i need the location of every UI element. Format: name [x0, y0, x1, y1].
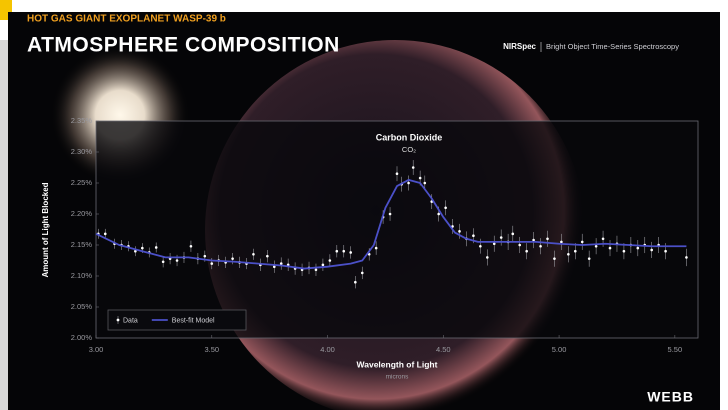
- data-point: [210, 262, 214, 265]
- data-point: [472, 234, 475, 237]
- data-point: [203, 254, 207, 258]
- y-tick-label: 2.25%: [71, 178, 93, 187]
- data-point: [407, 181, 410, 185]
- x-tick-label: 5.50: [668, 345, 683, 354]
- data-point: [636, 246, 640, 250]
- x-axis-title: Wavelength of Light: [357, 359, 438, 369]
- data-point: [388, 212, 392, 216]
- y-tick-label: 2.35%: [71, 116, 93, 125]
- data-point: [560, 240, 563, 244]
- x-tick-label: 3.50: [204, 345, 219, 354]
- data-point: [231, 257, 234, 260]
- data-point: [553, 257, 556, 260]
- data-point: [567, 253, 570, 256]
- y-tick-label: 2.30%: [71, 147, 93, 156]
- data-point: [252, 253, 255, 256]
- y-tick-label: 2.10%: [71, 271, 93, 280]
- data-point: [349, 251, 352, 254]
- data-point: [479, 244, 482, 248]
- data-point: [601, 237, 605, 241]
- data-point: [279, 262, 283, 265]
- legend-label: Data: [123, 317, 138, 324]
- data-point: [486, 256, 489, 259]
- data-point: [342, 249, 346, 253]
- y-axis-title: Amount of Light Blocked: [41, 182, 50, 277]
- data-point: [314, 268, 318, 272]
- data-point: [423, 181, 427, 185]
- plot-area: [95, 120, 699, 339]
- data-point: [360, 271, 364, 275]
- data-point: [622, 249, 626, 253]
- model-line: [95, 179, 687, 270]
- data-point: [328, 259, 332, 262]
- data-point: [134, 249, 137, 253]
- data-point: [525, 249, 528, 253]
- annotation: Carbon Dioxide: [376, 132, 443, 142]
- data-point: [532, 238, 535, 242]
- data-point: [444, 206, 447, 210]
- mode: Bright Object Time-Series Spectroscopy: [546, 42, 679, 51]
- data-point: [539, 244, 542, 248]
- data-point: [103, 232, 107, 236]
- kicker: HOT GAS GIANT EXOPLANET WASP-39 b: [27, 14, 226, 25]
- y-tick-label: 2.15%: [71, 240, 93, 249]
- side-strip: [0, 40, 8, 410]
- y-tick-label: 2.20%: [71, 209, 93, 218]
- data-point: [321, 263, 325, 267]
- x-tick-label: 4.00: [320, 345, 335, 354]
- x-tick-label: 4.50: [436, 345, 451, 354]
- data-point: [594, 244, 598, 248]
- data-point: [418, 176, 422, 180]
- annotation-formula: CO₂: [402, 145, 416, 154]
- data-point: [492, 242, 496, 246]
- data-point: [354, 280, 357, 284]
- x-tick-label: 3.00: [89, 345, 104, 354]
- legend-swatch: [116, 318, 120, 322]
- data-point: [437, 212, 440, 216]
- data-point: [154, 246, 158, 249]
- x-tick-label: 5.00: [552, 345, 567, 354]
- data-point: [587, 257, 591, 260]
- data-point: [374, 246, 378, 250]
- data-point: [573, 249, 577, 253]
- data-point: [580, 240, 584, 244]
- instrument: NIRSpec: [503, 42, 536, 51]
- data-point: [395, 172, 399, 175]
- data-point: [272, 265, 276, 269]
- data-point: [266, 254, 269, 258]
- legend-box: [107, 309, 247, 331]
- data-point: [499, 236, 503, 239]
- data-point: [650, 248, 653, 252]
- data-point: [518, 243, 522, 247]
- data-point: [685, 256, 688, 259]
- data-point: [458, 230, 461, 233]
- data-point: [175, 259, 179, 262]
- data-point: [161, 260, 165, 264]
- data-point: [451, 225, 454, 228]
- marks: 2.00% 2.05% 2.10% 2.15% 2.20% 2.25% 2.30% 2.35%…: [71, 116, 688, 354]
- data-point: [511, 232, 515, 236]
- data-point: [411, 166, 415, 169]
- legend-label: Best-fit Model: [172, 317, 215, 324]
- data-point: [141, 246, 144, 250]
- data-point: [335, 249, 339, 253]
- data-point: [189, 244, 193, 248]
- y-tick-label: 2.05%: [71, 302, 93, 311]
- data-point: [546, 237, 549, 241]
- data-point: [608, 246, 612, 250]
- y-tick-label: 2.00%: [71, 333, 93, 342]
- data-point: [664, 249, 667, 253]
- x-axis-unit: microns: [386, 374, 410, 381]
- title: ATMOSPHERE COMPOSITION: [27, 34, 340, 57]
- data-point: [367, 253, 371, 256]
- logo: WEBB: [647, 389, 694, 405]
